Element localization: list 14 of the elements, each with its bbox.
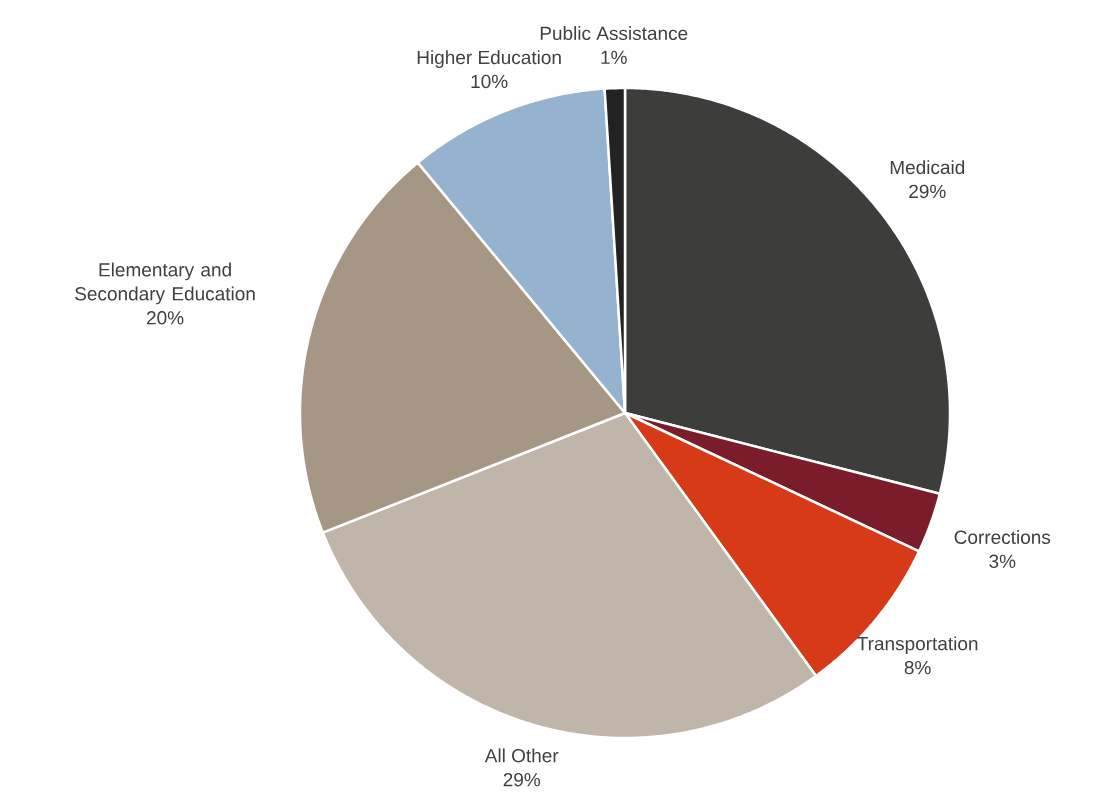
data-label: 3%: [989, 554, 1016, 569]
slice-label: Public Assistance: [540, 26, 688, 41]
slice-label: Corrections: [954, 530, 1051, 545]
data-label: 10%: [471, 74, 508, 89]
data-label: 20%: [147, 311, 184, 325]
slice-label: Transportation: [857, 636, 978, 655]
slice-label: Higher Education: [417, 50, 561, 68]
data-label: 29%: [909, 184, 946, 199]
data-label: 1%: [601, 50, 627, 64]
slice-label: Elementary and Secondary Education: [75, 262, 255, 305]
slice-label: All Other: [484, 748, 559, 763]
slice-label: Medicaid: [890, 160, 965, 175]
data-label: 29%: [503, 772, 541, 787]
data-label: 8%: [904, 660, 931, 675]
